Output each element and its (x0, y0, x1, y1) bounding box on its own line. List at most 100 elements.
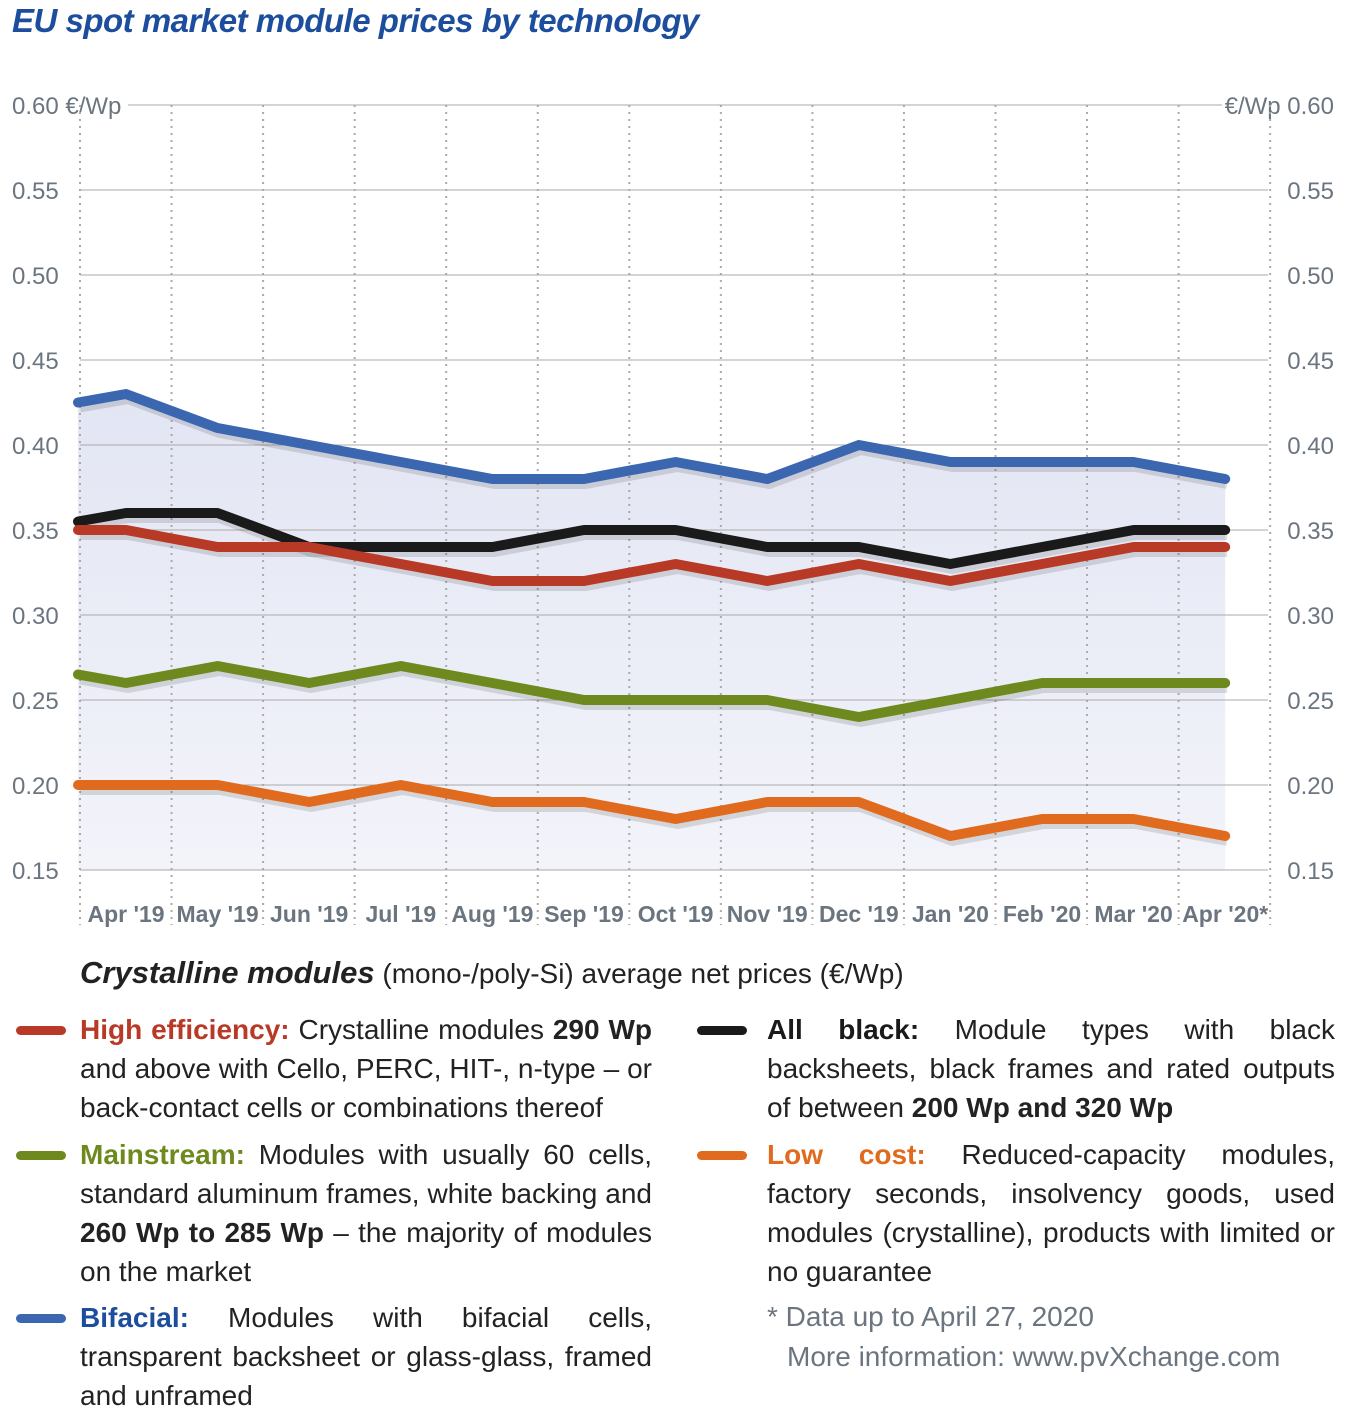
data-point (1224, 835, 1226, 837)
series-line-bifacial (73, 389, 1231, 484)
data-point (308, 546, 310, 548)
data-point (583, 699, 585, 701)
x-tick-label: Jul '19 (365, 901, 436, 927)
y-tick-right: 0.55 (1287, 178, 1334, 205)
data-point (949, 563, 951, 565)
data-point (77, 521, 79, 522)
y-tick-left: 0.45 (12, 348, 59, 375)
legend-text: Modules with bifacial cells, transparent… (80, 1302, 652, 1411)
plot-area-fill (78, 394, 1226, 870)
data-point (217, 784, 219, 786)
data-point (400, 461, 402, 463)
x-tick-label: Oct '19 (638, 901, 714, 927)
data-point (1133, 818, 1135, 820)
legend-item: Mainstream: Modules with usually 60 cell… (80, 1135, 652, 1291)
series-line-low-cost (73, 780, 1231, 841)
data-point (491, 546, 493, 548)
data-point (858, 563, 860, 565)
legend-swatch (16, 1151, 66, 1160)
x-tick-label: Jun '19 (270, 901, 348, 927)
data-point (77, 674, 79, 675)
legend-swatch (697, 1026, 747, 1035)
y-tick-right: 0.35 (1287, 518, 1334, 545)
data-point (675, 529, 677, 531)
chart-title: EU spot market module prices by technolo… (12, 2, 699, 39)
data-point (858, 716, 860, 718)
series-line-mainstream (73, 661, 1231, 722)
data-point (1041, 563, 1043, 565)
y-tick-right: 0.30 (1287, 603, 1334, 630)
y-tick-left: 0.30 (12, 603, 59, 630)
data-point (217, 546, 219, 548)
data-point (308, 682, 310, 684)
y-tick-right: 0.25 (1287, 688, 1334, 715)
y-tick-left: 0.35 (12, 518, 59, 545)
x-tick-label: Apr '19 (87, 901, 164, 927)
data-point (1133, 682, 1135, 684)
data-point (949, 461, 951, 463)
data-point (308, 801, 310, 803)
legend-text: 260 Wp to 285 Wp (80, 1217, 324, 1248)
data-point (583, 580, 585, 582)
data-point (125, 393, 127, 395)
y-tick-left: 0.25 (12, 688, 59, 715)
data-point (1133, 546, 1135, 548)
y-tick-left: 0.60 €/Wp (12, 93, 121, 120)
data-point (766, 546, 768, 548)
data-point (400, 784, 402, 786)
data-point (949, 835, 951, 837)
y-tick-left: 0.50 (12, 263, 59, 290)
legend-label: Bifacial: (80, 1302, 189, 1333)
legend-item: High efficiency: Crystalline modules 290… (80, 1010, 652, 1127)
x-tick-label: Feb '20 (1003, 901, 1081, 927)
data-point (400, 546, 402, 548)
y-tick-right: 0.50 (1287, 263, 1334, 290)
x-tick-label: Jan '20 (912, 901, 989, 927)
x-tick-label: Nov '19 (727, 901, 808, 927)
y-tick-left: 0.15 (12, 858, 59, 885)
data-point (491, 682, 493, 684)
y-tick-left: 0.55 (12, 178, 59, 205)
data-point (583, 529, 585, 531)
legend-text: Module types with black backsheets, blac… (767, 1014, 1335, 1123)
series-line-all-black (73, 508, 1231, 569)
x-tick-label: May '19 (177, 901, 259, 927)
data-point (1224, 682, 1226, 684)
legend-label: High efficiency: (80, 1014, 290, 1045)
data-point (125, 784, 127, 786)
legend-text: Reduced-capacity modules, factory second… (767, 1139, 1336, 1287)
y-tick-right: 0.15 (1287, 858, 1334, 885)
x-tick-label: Mar '20 (1094, 901, 1172, 927)
x-tick-label: Sep '19 (544, 901, 624, 927)
data-point (77, 529, 79, 531)
y-tick-right: 0.20 (1287, 773, 1334, 800)
data-point (675, 818, 677, 820)
legend-text: Crystalline modules (289, 1014, 553, 1045)
data-point (217, 512, 219, 514)
data-point (1224, 529, 1226, 531)
legend-label: All black: (767, 1014, 920, 1045)
legend-item: Bifacial: Modules with bifacial cells, t… (80, 1298, 652, 1415)
data-point (766, 699, 768, 701)
data-point (308, 444, 310, 446)
footnote: * Data up to April 27, 2020 More informa… (767, 1297, 1280, 1377)
y-tick-left: 0.40 (12, 433, 59, 460)
legend-text: 200 Wp and 320 Wp (911, 1092, 1174, 1123)
data-note: * Data up to April 27, 2020 (767, 1301, 1094, 1332)
data-point (858, 546, 860, 548)
data-point (675, 563, 677, 565)
data-point (125, 512, 127, 514)
data-point (583, 801, 585, 803)
x-tick-label: Apr '20* (1182, 901, 1268, 927)
line-chart: 0.60 €/Wp €/Wp 0.60 0.55 0.55 0.50 0.50 0.45 0.… (12, 93, 1334, 927)
legend-label: Mainstream: (80, 1139, 245, 1170)
legend-swatch (16, 1314, 66, 1323)
data-point (1041, 546, 1043, 548)
data-point (766, 801, 768, 803)
data-point (400, 563, 402, 565)
data-point (1224, 546, 1226, 548)
legend-swatch (697, 1151, 747, 1160)
legend-text: Modules with usually 60 cells, standard … (80, 1139, 652, 1209)
data-point (675, 699, 677, 701)
